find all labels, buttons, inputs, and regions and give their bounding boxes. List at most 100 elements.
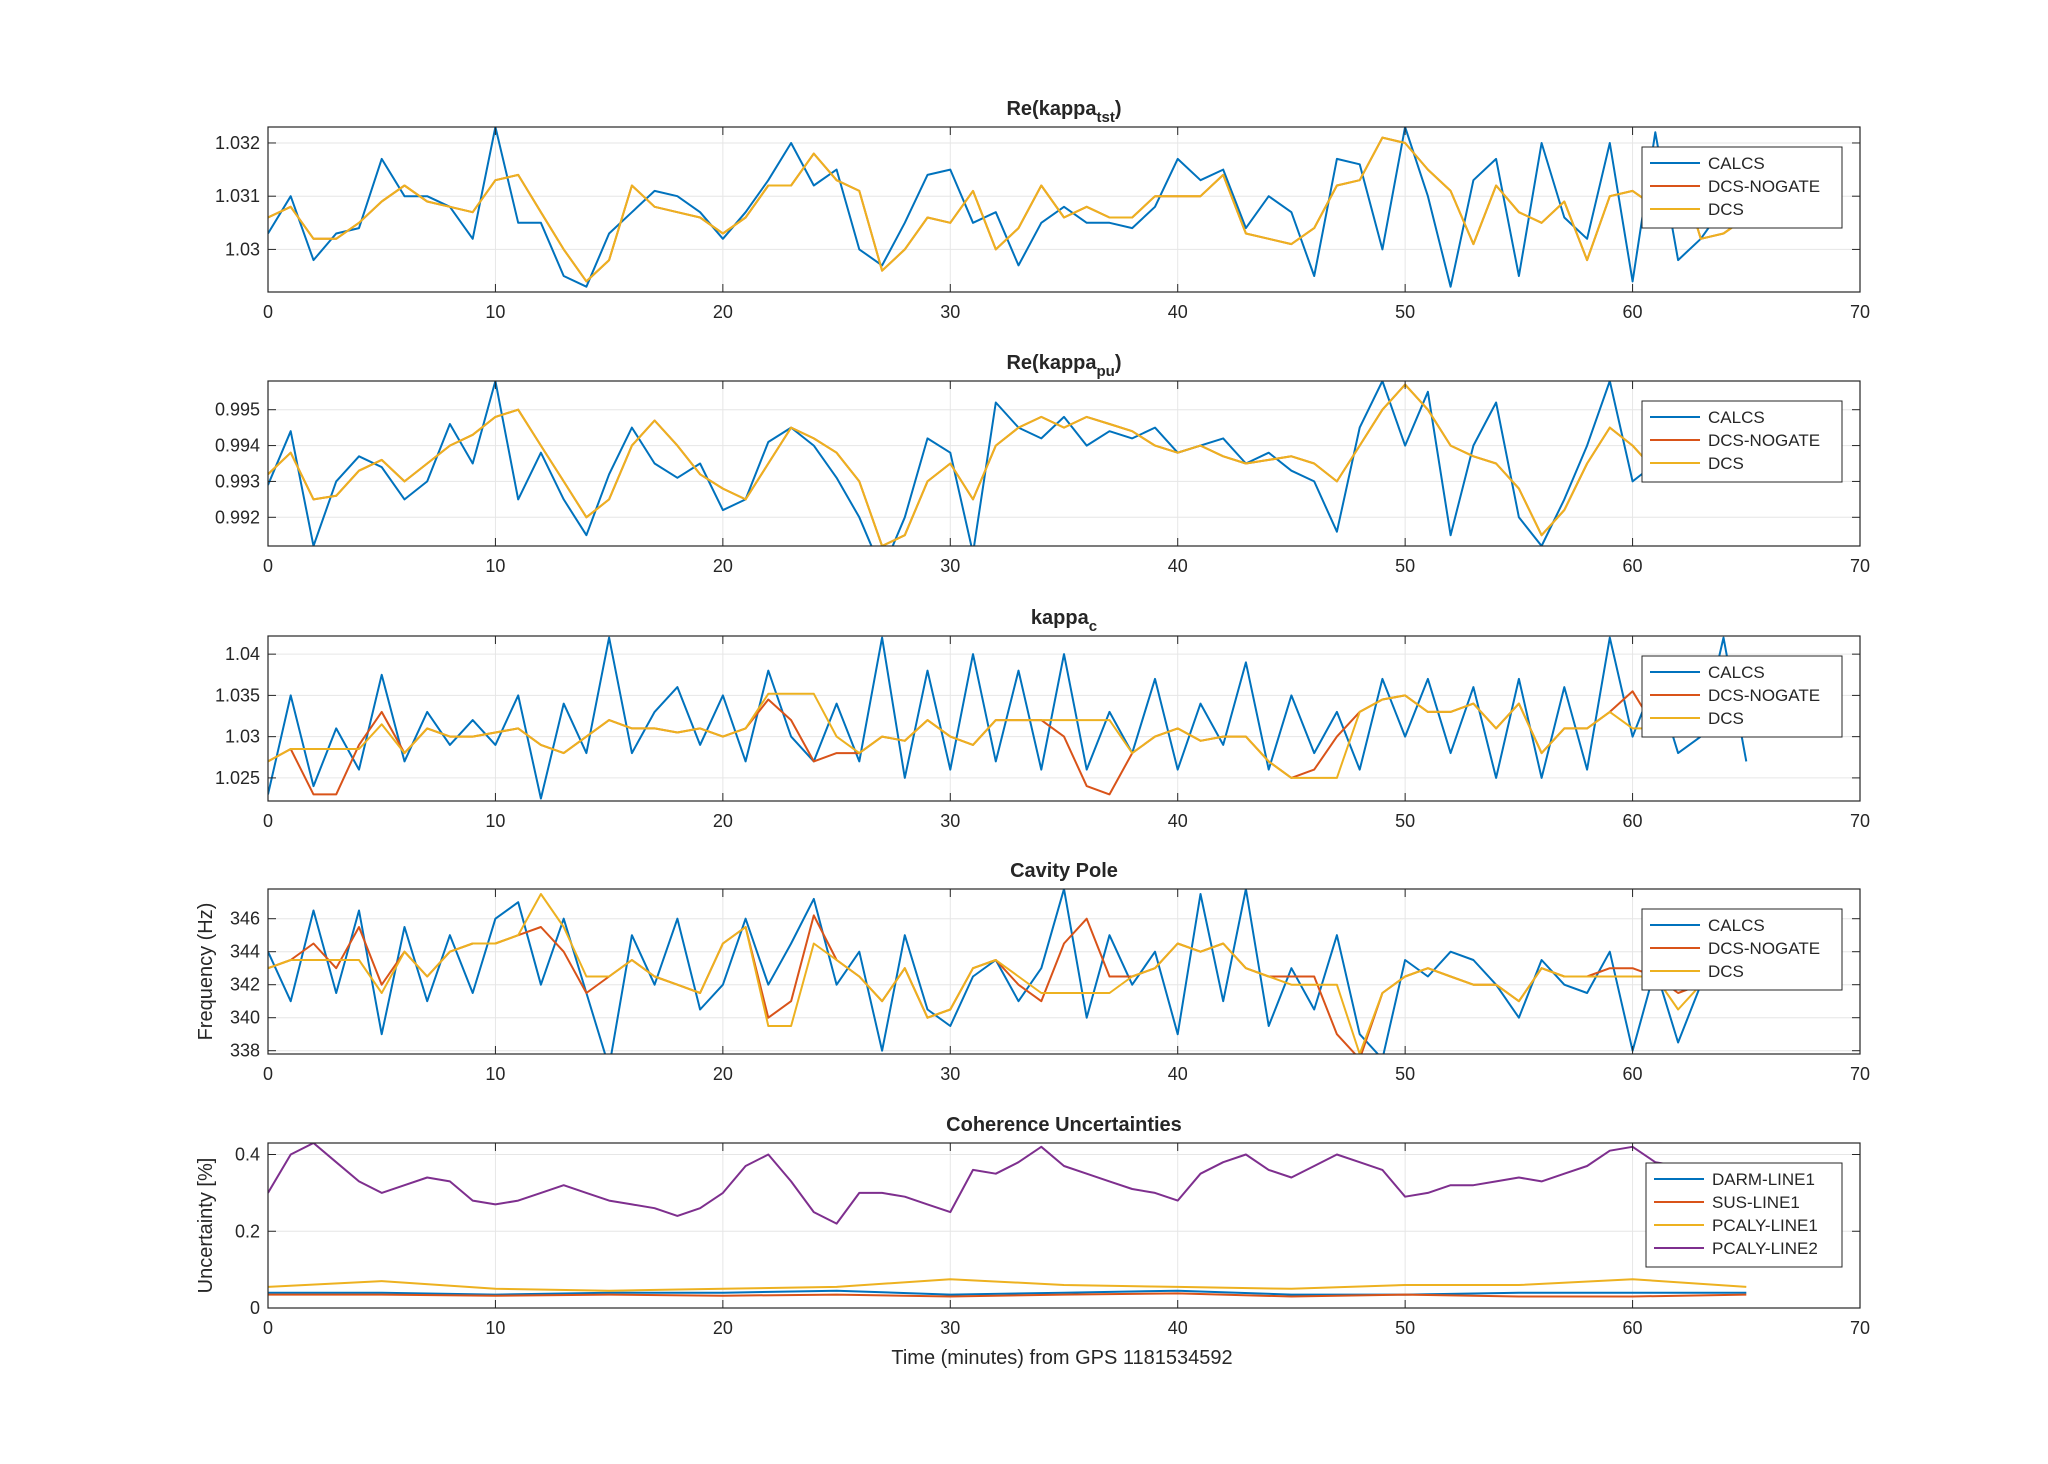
x-tick-label: 60 xyxy=(1623,1318,1643,1338)
x-tick-label: 20 xyxy=(713,1064,733,1084)
plot-area xyxy=(268,636,1860,801)
y-tick-label: 1.04 xyxy=(225,644,260,664)
x-tick-label: 40 xyxy=(1168,1318,1188,1338)
series-group xyxy=(268,381,1724,546)
x-tick-label: 40 xyxy=(1168,811,1188,831)
legend-entry: SUS-LINE1 xyxy=(1712,1193,1800,1212)
x-tick-label: 10 xyxy=(485,556,505,576)
legend-box xyxy=(1641,400,1843,483)
y-tick-label: 1.03 xyxy=(225,727,260,747)
x-tick-label: 30 xyxy=(940,556,960,576)
x-tick-label: 50 xyxy=(1395,811,1415,831)
subplot-1: 0 10 20 30 40 50 60 70 1.03 1.031 1.032 Re(kappatst… xyxy=(215,98,1870,322)
legend-entry: DCS-NOGATE xyxy=(1708,177,1820,196)
series-group xyxy=(268,889,1724,1054)
x-tick-label: 20 xyxy=(713,556,733,576)
legend-entry: DCS xyxy=(1708,962,1744,981)
series-line-dcs xyxy=(268,893,1724,1054)
x-tick-label: 40 xyxy=(1168,1064,1188,1084)
y-tick-label: 0.2 xyxy=(235,1221,260,1241)
subplot-2: 0 10 20 30 40 50 60 70 0.992 0.993 0.994 0.995 Re(ka… xyxy=(215,352,1870,576)
legend-entry: DCS xyxy=(1708,200,1744,219)
y-tick-label: 0.992 xyxy=(215,507,260,527)
x-tick-label: 70 xyxy=(1850,556,1870,576)
x-tick-label: 40 xyxy=(1168,556,1188,576)
legend-entry: CALCS xyxy=(1708,408,1765,427)
y-tick-label: 0.995 xyxy=(215,400,260,420)
x-tick-label: 50 xyxy=(1395,302,1415,322)
series-line-calcs xyxy=(268,381,1724,546)
x-tick-label: 60 xyxy=(1623,1064,1643,1084)
y-axis-label: Uncertainty [%] xyxy=(195,1158,217,1294)
y-tick-label: 0.994 xyxy=(215,436,260,456)
x-tick-label: 60 xyxy=(1623,556,1643,576)
plot-area xyxy=(268,381,1860,546)
legend-box xyxy=(1645,1162,1843,1268)
x-tick-label: 70 xyxy=(1850,302,1870,322)
y-tick-label: 1.025 xyxy=(215,768,260,788)
series-line-pcaly-line2 xyxy=(268,1143,1679,1225)
legend-entry: CALCS xyxy=(1708,663,1765,682)
x-tick-label: 0 xyxy=(263,1318,273,1338)
x-tick-label: 0 xyxy=(263,302,273,322)
y-tick-label: 0.993 xyxy=(215,471,260,491)
series-group xyxy=(268,636,1748,800)
legend-entry: PCALY-LINE1 xyxy=(1712,1216,1818,1235)
x-tick-label: 10 xyxy=(485,811,505,831)
y-tick-label: 1.035 xyxy=(215,685,260,705)
series-group xyxy=(268,127,1747,288)
series-line-darm-line1 xyxy=(268,1289,1747,1296)
axes-box xyxy=(267,380,1861,547)
x-tick-label: 20 xyxy=(713,302,733,322)
axes-box xyxy=(267,635,1861,802)
legend-entry: CALCS xyxy=(1708,154,1765,173)
x-tick-label: 20 xyxy=(713,1318,733,1338)
series-line-dcs xyxy=(268,136,1747,283)
subplot-stack: 0 10 20 30 40 50 60 70 1.03 1.031 1.032 Re(kappatst… xyxy=(195,98,1870,1338)
legend: CALCS DCS-NOGATE DCS xyxy=(1641,655,1843,738)
y-tick-label: 1.03 xyxy=(225,239,260,259)
legend-box xyxy=(1641,908,1843,991)
subplot-title: Cavity Pole xyxy=(1010,860,1118,882)
x-tick-label: 20 xyxy=(713,811,733,831)
y-tick-label: 338 xyxy=(230,1041,260,1061)
legend: CALCS DCS-NOGATE DCS xyxy=(1641,908,1843,991)
legend-entry: DARM-LINE1 xyxy=(1712,1170,1815,1189)
axes-box xyxy=(267,888,1861,1055)
series-line-dcs xyxy=(268,692,1724,779)
x-axis-label: Time (minutes) from GPS 1181534592 xyxy=(891,1347,1232,1369)
legend-box xyxy=(1641,655,1843,738)
y-tick-label: 1.031 xyxy=(215,186,260,206)
x-tick-label: 30 xyxy=(940,811,960,831)
x-tick-label: 30 xyxy=(940,302,960,322)
subplot-title: kappac xyxy=(1031,607,1097,635)
y-tick-label: 0.4 xyxy=(235,1145,260,1165)
legend: CALCS DCS-NOGATE DCS xyxy=(1641,400,1843,483)
legend-entry: PCALY-LINE2 xyxy=(1712,1239,1818,1258)
x-tick-label: 30 xyxy=(940,1318,960,1338)
legend-entry: DCS-NOGATE xyxy=(1708,939,1820,958)
y-tick-label: 346 xyxy=(230,909,260,929)
legend-entry: DCS xyxy=(1708,709,1744,728)
plot-area xyxy=(268,1143,1860,1308)
y-tick-label: 340 xyxy=(230,1008,260,1028)
series-line-pcaly-line1 xyxy=(268,1278,1747,1292)
legend-box xyxy=(1641,146,1843,229)
series-line-sus-line1 xyxy=(268,1292,1747,1298)
subplot-4: 0 10 20 30 40 50 60 70 338 340 342 344 346 Cavity Pol… xyxy=(195,860,1870,1084)
x-tick-label: 30 xyxy=(940,1064,960,1084)
y-tick-label: 0 xyxy=(250,1298,260,1318)
x-tick-label: 70 xyxy=(1850,811,1870,831)
x-tick-label: 70 xyxy=(1850,1318,1870,1338)
x-tick-label: 10 xyxy=(485,302,505,322)
x-tick-label: 60 xyxy=(1623,811,1643,831)
x-tick-label: 40 xyxy=(1168,302,1188,322)
x-tick-label: 10 xyxy=(485,1318,505,1338)
x-tick-label: 10 xyxy=(485,1064,505,1084)
x-tick-label: 50 xyxy=(1395,556,1415,576)
y-tick-label: 344 xyxy=(230,942,260,962)
subplot-title: Coherence Uncertainties xyxy=(946,1114,1182,1136)
legend-entry: DCS-NOGATE xyxy=(1708,431,1820,450)
series-line-calcs xyxy=(268,636,1748,800)
